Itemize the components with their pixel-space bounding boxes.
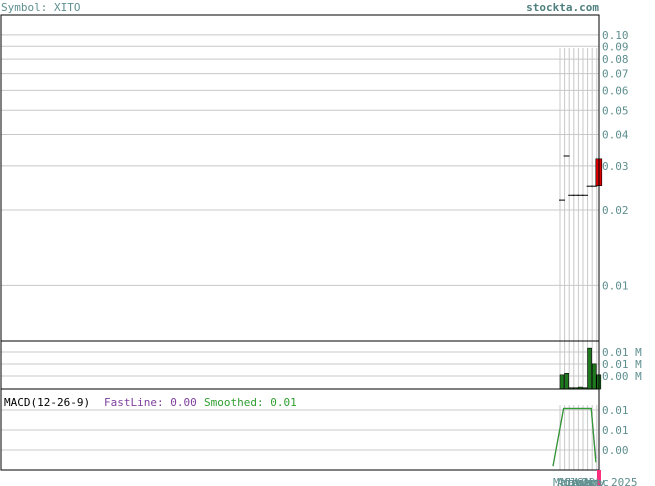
symbol-value: XITO [54, 1, 81, 14]
price-tick-label: 0.04 [602, 129, 629, 142]
x-tick-label: Apr [557, 476, 577, 486]
price-candle [577, 194, 584, 196]
price-tick-label: 0.09 [602, 40, 629, 53]
macd-frame [0, 388, 600, 471]
x-tick-label: Sep [577, 476, 597, 486]
macd-panel: 0.01 0.01 0.00 [0, 388, 629, 471]
x-tick-label: Jun [565, 476, 585, 486]
price-candle [563, 155, 570, 157]
price-tick-label: 0.03 [602, 160, 629, 173]
fastline-legend: FastLine: 0.00 [104, 396, 197, 409]
x-tick-label: Mar [553, 476, 573, 486]
symbol-label: Symbol: XITO [1, 1, 80, 14]
x-tick-label: Jul [569, 476, 589, 486]
price-candle [568, 194, 575, 196]
macd-tick-label: 0.00 [602, 444, 629, 457]
price-tick-label: 0.10 [602, 29, 629, 42]
price-tick-label: 0.07 [602, 68, 629, 81]
price-candle [591, 185, 598, 187]
volume-tick-label: 0.00 M [602, 370, 642, 383]
macd-title: MACD(12-26-9) [4, 396, 90, 409]
volume-tick-label: 0.01 M [602, 358, 642, 371]
volume-bar [564, 372, 569, 390]
price-tick-label: 0.06 [602, 84, 629, 97]
x-tick-label: May [561, 476, 581, 486]
site-name[interactable]: stockta.com [526, 1, 599, 14]
price-candle [572, 194, 579, 196]
x-tick-label: Oct [581, 476, 601, 486]
x-tick-label: Dec [589, 476, 609, 486]
fastline-series [552, 407, 597, 467]
price-panel: 0.100.090.08 0.07 0.06 0.05 0.04 0.03 0.02 0.01 [0, 14, 629, 342]
price-candle [586, 185, 593, 187]
macd-tick-label: 0.01 [602, 404, 629, 417]
smoothed-legend: Smoothed: 0.01 [204, 396, 297, 409]
price-tick-label: 0.01 [602, 279, 629, 292]
volume-bar [587, 347, 592, 390]
x-tick-label: Aug [573, 476, 593, 486]
volume-bar [559, 374, 565, 390]
price-candle [559, 199, 565, 201]
x-tick-label: Nov [585, 476, 605, 486]
price-tick-label: 0.02 [602, 204, 629, 217]
volume-frame [0, 340, 600, 390]
price-candle [582, 194, 588, 196]
price-tick-label: 0.05 [602, 104, 629, 117]
volume-tick-label: 0.01 M [602, 346, 642, 359]
x-tick-label: 2025 [611, 476, 638, 486]
date-marker [597, 470, 601, 486]
smoothed-series [552, 407, 597, 467]
volume-panel: 0.01 M0.01 M0.00 M [0, 340, 642, 390]
volume-bar [591, 363, 597, 390]
macd-tick-label: 0.01 [602, 424, 629, 437]
price-tick-label: 0.08 [602, 53, 629, 66]
price-frame [0, 14, 600, 342]
